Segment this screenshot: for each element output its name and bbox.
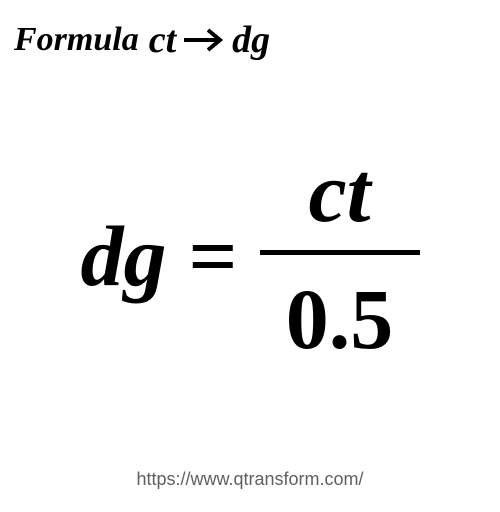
formula-equation: dg = ct 0.5 [0, 142, 500, 369]
unit-to: dg [232, 18, 270, 62]
unit-from: ct [149, 18, 176, 62]
source-url: https://www.qtransform.com/ [0, 469, 500, 490]
formula-numerator: ct [298, 142, 380, 250]
conversion-header: Formula ct dg [0, 0, 500, 62]
formula-label: Formula [14, 21, 139, 59]
formula-denominator: 0.5 [276, 255, 404, 369]
arrow-right-icon [184, 28, 226, 52]
equals-sign: = [188, 206, 237, 306]
formula-fraction: ct 0.5 [260, 142, 420, 369]
formula-lhs: dg [80, 206, 166, 306]
